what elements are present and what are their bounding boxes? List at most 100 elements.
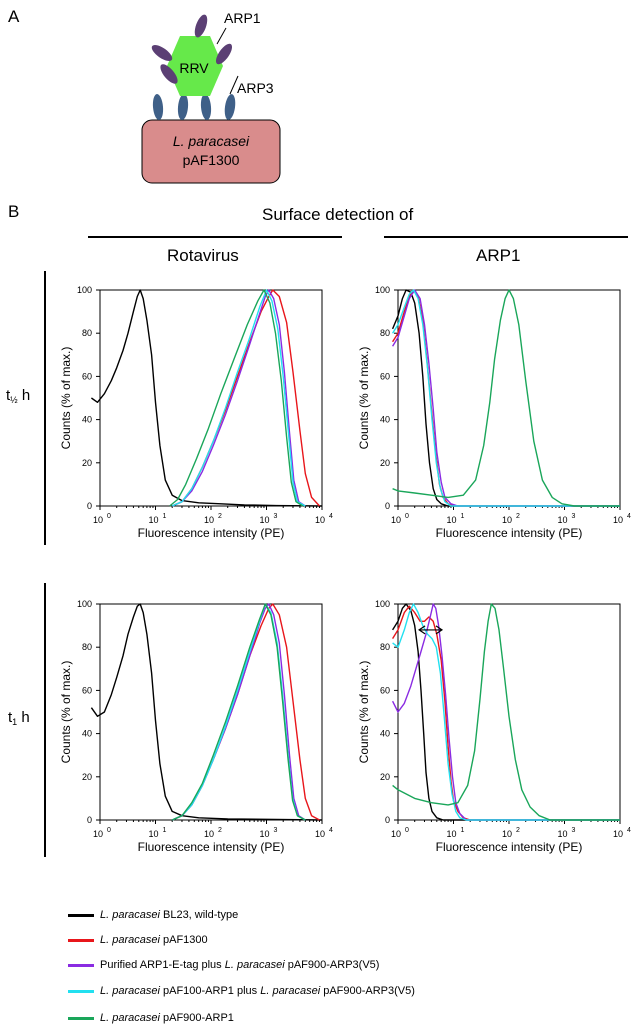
x-tick-exponent: 2 [218, 513, 222, 520]
x-tick-label: 10 [557, 829, 567, 839]
arp1-molecule [194, 14, 208, 38]
x-tick-exponent: 4 [329, 513, 333, 520]
y-tick-label: 20 [380, 772, 390, 782]
series-line [392, 289, 620, 507]
column-title-arp1: ARP1 [476, 246, 521, 265]
header-rule-right [384, 236, 628, 238]
row-label-t-half: t½ h [6, 387, 30, 405]
rrv-virus [167, 36, 223, 96]
arp3-label: ARP3 [237, 80, 274, 96]
row-label-t-half-post: h [17, 387, 31, 404]
plot-frame [99, 289, 323, 507]
series-line [392, 289, 620, 507]
arp1-molecule [151, 44, 173, 62]
legend-text: pAF100-ARP1 plus [159, 985, 261, 997]
series-line [171, 603, 320, 821]
legend-italic: L. paracasei [100, 1012, 160, 1024]
y-tick-label: 100 [375, 599, 390, 609]
series-line [392, 603, 620, 821]
series-group [391, 289, 620, 507]
arp3-molecule [224, 94, 236, 120]
panel-b-header: Surface detection of [262, 205, 414, 224]
annotation-arrow-head-left [418, 625, 426, 635]
x-tick-label: 10 [315, 829, 325, 839]
x-axis-label: Fluorescence intensity (PE) [436, 840, 583, 854]
x-tick-label: 10 [502, 515, 512, 525]
arp3-molecule [200, 94, 212, 120]
arp3-molecule [152, 94, 164, 120]
legend-italic: L. paracasei [224, 959, 285, 971]
cell-label-line2: pAF1300 [183, 152, 240, 168]
x-tick-exponent: 3 [274, 513, 278, 520]
annotation-arrow-head-right [435, 625, 444, 635]
arp1-leader-line [216, 27, 227, 45]
x-tick-label: 10 [391, 515, 401, 525]
series-line [171, 603, 306, 821]
series-line [392, 603, 620, 821]
y-tick-label: 0 [87, 815, 92, 825]
arp1-molecule [160, 64, 178, 84]
y-tick-label: 60 [82, 371, 92, 381]
series-line [171, 289, 321, 507]
arp1-label: ARP1 [224, 10, 261, 26]
series-line [90, 603, 322, 821]
arp1-molecule [215, 43, 233, 65]
legend-italic: L. paracasei [100, 985, 160, 997]
x-axis-label: Fluorescence intensity (PE) [138, 526, 285, 540]
series-line [392, 289, 620, 507]
y-tick-label: 40 [380, 415, 390, 425]
y-tick-label: 20 [82, 772, 92, 782]
row-label-t-half-sub: ½ [10, 395, 18, 405]
row-label-t-one-pre: t [8, 709, 13, 726]
legend-swatch [68, 1016, 94, 1020]
x-tick-exponent: 2 [218, 827, 222, 834]
x-tick-label: 10 [315, 515, 325, 525]
series-line [171, 603, 306, 821]
x-tick-exponent: 0 [405, 827, 409, 834]
y-tick-label: 100 [77, 599, 92, 609]
x-tick-exponent: 1 [163, 827, 167, 834]
x-tick-label: 10 [204, 515, 214, 525]
row-label-t-one: t1 h [8, 709, 30, 727]
y-tick-label: 40 [380, 729, 390, 739]
series-line [171, 289, 306, 507]
y-axis-label: Counts (% of max.) [59, 347, 73, 450]
x-tick-label: 10 [259, 515, 269, 525]
y-tick-label: 60 [380, 685, 390, 695]
legend-swatch [68, 913, 94, 917]
legend-swatch [68, 938, 94, 942]
y-tick-label: 80 [82, 642, 92, 652]
series-line [171, 289, 306, 507]
series-line [391, 289, 620, 507]
series-line [392, 289, 620, 507]
y-tick-label: 100 [375, 285, 390, 295]
x-tick-label: 10 [391, 829, 401, 839]
x-tick-exponent: 4 [627, 827, 631, 834]
x-tick-label: 10 [93, 829, 103, 839]
legend-italic: L. paracasei [100, 909, 160, 921]
y-tick-label: 0 [385, 815, 390, 825]
legend-text: pAF900-ARP1 [159, 1012, 234, 1024]
legend-item: L. paracasei pAF1300 [68, 932, 208, 948]
arp3-molecule [177, 94, 189, 120]
x-tick-label: 10 [148, 515, 158, 525]
y-axis-label: Counts (% of max.) [357, 661, 371, 764]
y-tick-label: 0 [87, 501, 92, 511]
x-tick-label: 10 [93, 515, 103, 525]
legend-item: L. paracasei pAF100-ARP1 plus L. paracas… [68, 983, 415, 999]
y-tick-label: 40 [82, 415, 92, 425]
series-line [169, 289, 304, 507]
x-tick-exponent: 3 [572, 827, 576, 834]
x-tick-label: 10 [613, 515, 623, 525]
x-tick-exponent: 4 [627, 513, 631, 520]
panel-a-diagram: L. paracasei pAF1300 RRV ARP1 ARP3 [141, 10, 281, 184]
x-tick-exponent: 4 [329, 827, 333, 834]
x-tick-exponent: 3 [572, 513, 576, 520]
x-tick-label: 10 [557, 515, 567, 525]
y-axis-label: Counts (% of max.) [59, 661, 73, 764]
series-line [392, 605, 620, 821]
row-bracket-2 [44, 583, 46, 857]
x-tick-label: 10 [259, 829, 269, 839]
